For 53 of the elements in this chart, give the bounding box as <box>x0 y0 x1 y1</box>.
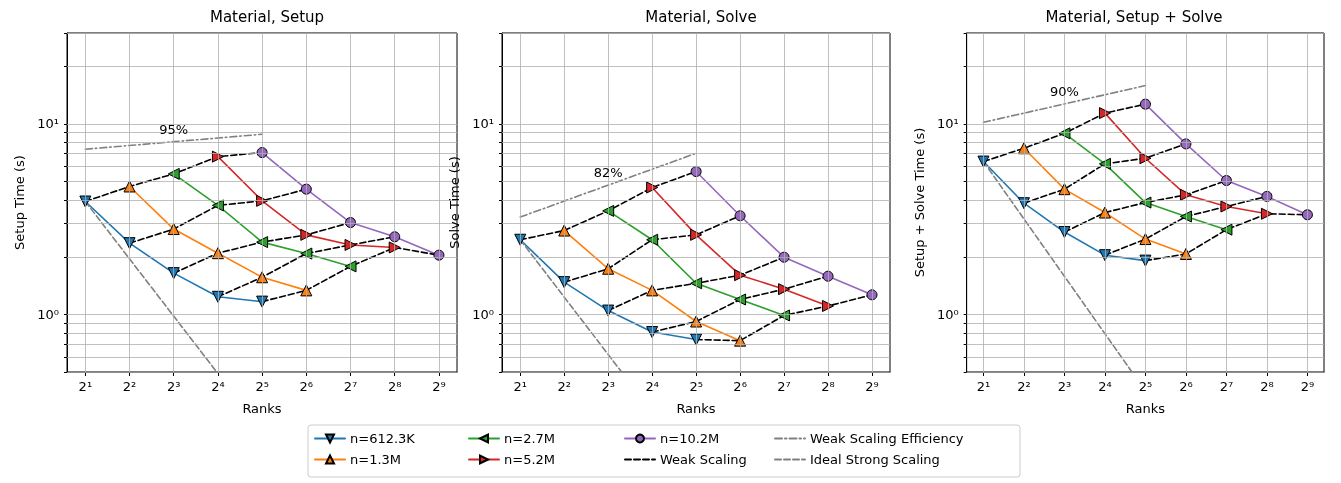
legend-label: Weak Scaling <box>660 452 747 467</box>
x-tick-label: 2² <box>1017 379 1031 394</box>
y-tick-label: 10¹ <box>37 116 59 132</box>
x-tick-label: 2⁵ <box>1138 379 1153 394</box>
x-tick-label: 2⁷ <box>777 379 791 394</box>
x-tick-label: 2⁹ <box>1300 379 1315 394</box>
x-tick-label: 2⁷ <box>1219 379 1234 394</box>
x-tick-label: 2⁷ <box>343 379 358 394</box>
x-tick-label: 2⁴ <box>211 379 225 394</box>
x-tick-label: 2⁵ <box>255 379 269 394</box>
x-tick-label: 2⁶ <box>299 379 314 394</box>
x-tick-label: 2⁸ <box>1260 379 1274 394</box>
legend-label: Ideal Strong Scaling <box>810 452 940 467</box>
annotation: 95% <box>159 121 189 137</box>
x-tick-label: 2³ <box>166 379 181 394</box>
y-axis-title: Solve Time (s) <box>447 156 463 249</box>
x-tick-label: 2¹ <box>78 379 93 394</box>
x-tick-label: 2¹ <box>976 379 991 394</box>
x-tick-label: 2² <box>122 379 137 394</box>
x-tick-label: 2⁴ <box>1098 379 1112 394</box>
chart-title: Material, Setup + Solve <box>1045 7 1223 26</box>
x-tick-label: 2¹ <box>513 379 527 394</box>
chart-title: Material, Setup <box>209 7 325 26</box>
x-axis-title: Ranks <box>676 401 716 416</box>
x-tick-label: 2⁴ <box>645 379 659 394</box>
legend-label: n=2.7M <box>504 431 556 446</box>
y-tick-label: 10¹ <box>472 116 494 132</box>
x-tick-label: 2⁹ <box>432 379 446 394</box>
x-tick-label: 2³ <box>1057 379 1072 394</box>
annotation: 90% <box>1050 83 1079 99</box>
legend-label: n=612.3K <box>350 431 416 446</box>
y-tick-label: 10⁰ <box>37 307 59 323</box>
x-tick-label: 2⁶ <box>1179 379 1193 394</box>
legend-label: n=10.2M <box>660 431 720 446</box>
legend-label: n=1.3M <box>350 452 402 467</box>
legend-label: Weak Scaling Efficiency <box>810 431 964 446</box>
y-axis-title: Setup Time (s) <box>12 155 28 250</box>
x-tick-label: 2⁸ <box>821 379 835 394</box>
x-axis-title: Ranks <box>1125 401 1166 416</box>
y-tick-label: 10⁰ <box>936 307 959 323</box>
annotation: 82% <box>593 165 623 181</box>
x-tick-label: 2⁹ <box>865 379 879 394</box>
x-tick-label: 2⁸ <box>387 379 402 394</box>
x-axis-title: Ranks <box>242 401 282 416</box>
y-tick-label: 10¹ <box>936 116 959 132</box>
x-tick-label: 2² <box>557 379 571 394</box>
y-axis-title: Setup + Solve Time (s) <box>912 127 927 278</box>
chart-title: Material, Solve <box>645 7 757 26</box>
x-tick-label: 2⁶ <box>733 379 747 394</box>
y-tick-label: 10⁰ <box>472 307 494 323</box>
legend-label: n=5.2M <box>504 452 556 467</box>
x-tick-label: 2⁵ <box>689 379 703 394</box>
x-tick-label: 2³ <box>601 379 615 394</box>
